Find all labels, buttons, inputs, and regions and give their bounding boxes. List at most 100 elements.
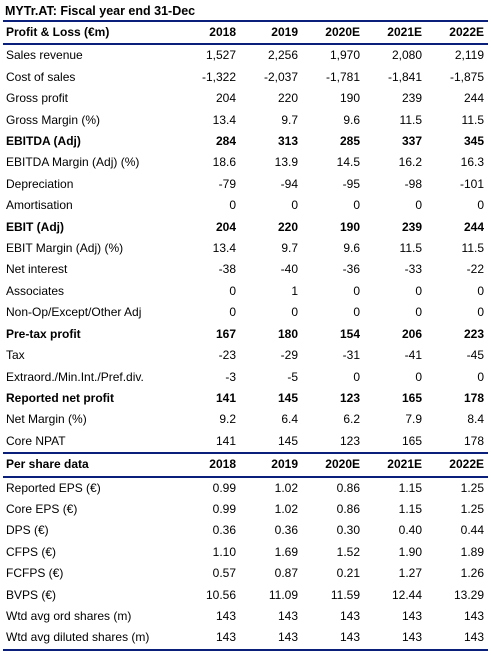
row-value: 0 bbox=[229, 283, 236, 298]
row-value: 1.69 bbox=[274, 544, 298, 559]
row-value: -36 bbox=[342, 262, 360, 277]
row-reported-net-profit: Reported net profit 141 145 123 165 178 bbox=[3, 388, 488, 409]
row-value: -38 bbox=[218, 262, 236, 277]
financial-table: Profit & Loss (€m) 2018 2019 2020E 2021E 2022… bbox=[3, 22, 488, 651]
row-value: 0.87 bbox=[274, 566, 298, 581]
row-core-npat: Core NPAT 141 145 123 165 178 bbox=[3, 430, 488, 455]
row-value: 178 bbox=[463, 390, 484, 405]
row-value: 9.7 bbox=[281, 241, 298, 256]
row-value: 2,256 bbox=[267, 48, 298, 63]
row-label: Sales revenue bbox=[6, 48, 83, 63]
row-value: 0.99 bbox=[212, 480, 236, 495]
row-value: 11.5 bbox=[461, 241, 484, 256]
row-value: 16.2 bbox=[398, 155, 422, 170]
row-gross-profit: Gross profit 204 220 190 239 244 bbox=[3, 88, 488, 109]
row-value: -5 bbox=[287, 369, 298, 384]
row-value: 11.09 bbox=[268, 587, 298, 602]
year-column-header: 2021E bbox=[364, 453, 426, 478]
row-value: 7.9 bbox=[405, 412, 422, 427]
row-value: -3 bbox=[225, 369, 236, 384]
row-value: 1.02 bbox=[274, 501, 298, 516]
row-label: EBIT (Adj) bbox=[6, 219, 64, 234]
row-fcfps: FCFPS (€) 0.57 0.87 0.21 1.27 1.26 bbox=[3, 563, 488, 584]
row-label: Wtd avg ord shares (m) bbox=[6, 608, 132, 623]
row-value: 145 bbox=[277, 390, 298, 405]
row-label: Amortisation bbox=[6, 198, 73, 213]
row-amortisation: Amortisation 0 0 0 0 0 bbox=[3, 195, 488, 216]
row-value: 11.59 bbox=[330, 587, 360, 602]
row-value: -94 bbox=[280, 176, 298, 191]
row-cost-of-sales: Cost of sales -1,322 -2,037 -1,781 -1,841 -1,… bbox=[3, 67, 488, 88]
row-cfps: CFPS (€) 1.10 1.69 1.52 1.90 1.89 bbox=[3, 542, 488, 563]
year-column-header: 2018 bbox=[178, 22, 240, 46]
row-value: -1,875 bbox=[449, 69, 484, 84]
row-value: 18.6 bbox=[212, 155, 236, 170]
row-value: -40 bbox=[280, 262, 298, 277]
row-label: FCFPS (€) bbox=[6, 566, 64, 581]
row-value: 0 bbox=[477, 283, 484, 298]
row-value: 8.4 bbox=[467, 412, 484, 427]
row-value: 143 bbox=[215, 608, 236, 623]
row-value: 1.89 bbox=[460, 544, 484, 559]
row-value: 0 bbox=[353, 305, 360, 320]
row-value: 145 bbox=[240, 430, 302, 455]
row-core-eps: Core EPS (€) 0.99 1.02 0.86 1.15 1.25 bbox=[3, 499, 488, 520]
row-value: 285 bbox=[339, 134, 360, 149]
row-label: CFPS (€) bbox=[6, 544, 57, 559]
row-label: Cost of sales bbox=[6, 69, 76, 84]
row-value: 0.44 bbox=[460, 523, 484, 538]
row-value: -101 bbox=[459, 176, 484, 191]
year-column-header: 2022E bbox=[426, 453, 488, 478]
year-column-header: 2020E bbox=[302, 453, 364, 478]
row-value: 313 bbox=[277, 134, 298, 149]
row-value: 1 bbox=[291, 283, 298, 298]
row-value: 0 bbox=[291, 305, 298, 320]
row-value: 0.86 bbox=[336, 501, 360, 516]
row-value: 190 bbox=[339, 91, 360, 106]
row-label: Reported EPS (€) bbox=[6, 480, 101, 495]
row-value: 0 bbox=[477, 198, 484, 213]
row-value: -79 bbox=[218, 176, 236, 191]
row-extraord-min-int-pref-div: Extraord./Min.Int./Pref.div. -3 -5 0 0 0 bbox=[3, 367, 488, 388]
per-share-header: Per share data 2018 2019 2020E 2021E 2022E bbox=[3, 453, 488, 478]
row-label: Depreciation bbox=[6, 176, 74, 191]
row-value: 1,527 bbox=[205, 48, 236, 63]
row-value: 143 bbox=[364, 627, 426, 651]
row-value: -1,781 bbox=[325, 69, 360, 84]
row-value: 0.99 bbox=[212, 501, 236, 516]
row-value: -45 bbox=[466, 348, 484, 363]
row-value: 2,080 bbox=[391, 48, 422, 63]
row-non-op-except-other-adj: Non-Op/Except/Other Adj 0 0 0 0 0 bbox=[3, 302, 488, 323]
row-value: 143 bbox=[302, 627, 364, 651]
row-value: 143 bbox=[401, 608, 422, 623]
row-value: 204 bbox=[215, 91, 236, 106]
row-value: 0 bbox=[477, 369, 484, 384]
row-value: 204 bbox=[215, 219, 236, 234]
row-value: 0 bbox=[415, 369, 422, 384]
row-value: 12.44 bbox=[391, 587, 422, 602]
row-value: 0 bbox=[229, 305, 236, 320]
row-wtd-avg-diluted-shares-m: Wtd avg diluted shares (m) 143 143 143 143 14… bbox=[3, 627, 488, 651]
section-header-label: Per share data bbox=[3, 453, 178, 478]
row-value: 1,970 bbox=[329, 48, 360, 63]
row-value: 143 bbox=[277, 608, 298, 623]
row-label: Net interest bbox=[6, 262, 68, 277]
row-value: 11.5 bbox=[399, 241, 422, 256]
row-value: 1.02 bbox=[274, 480, 298, 495]
row-value: 1.15 bbox=[398, 480, 422, 495]
row-depreciation: Depreciation -79 -94 -95 -98 -101 bbox=[3, 174, 488, 195]
row-associates: Associates 0 1 0 0 0 bbox=[3, 281, 488, 302]
year-column-header: 2021E bbox=[364, 22, 426, 46]
row-value: 141 bbox=[215, 390, 236, 405]
row-value: 13.9 bbox=[274, 155, 298, 170]
row-label: Core EPS (€) bbox=[6, 501, 78, 516]
row-value: 244 bbox=[463, 91, 484, 106]
row-label: Gross profit bbox=[6, 91, 69, 106]
row-value: 220 bbox=[277, 219, 298, 234]
row-value: 143 bbox=[240, 627, 302, 651]
row-value: 1.52 bbox=[336, 544, 360, 559]
row-tax: Tax -23 -29 -31 -41 -45 bbox=[3, 345, 488, 366]
row-value: 1.25 bbox=[460, 501, 484, 516]
row-value: 244 bbox=[463, 219, 484, 234]
